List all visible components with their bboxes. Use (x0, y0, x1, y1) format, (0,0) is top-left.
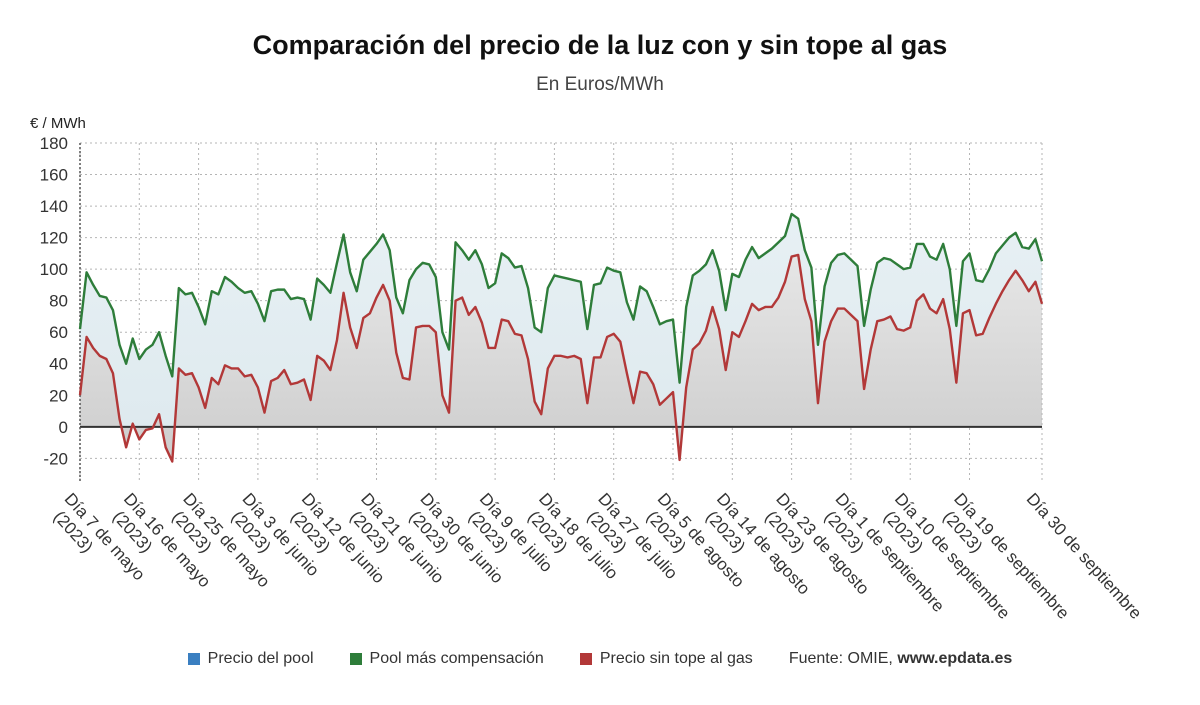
y-tick-label: 40 (49, 355, 68, 374)
axes (79, 143, 1043, 482)
y-tick-label: 80 (49, 292, 68, 311)
y-tick-label: 60 (49, 323, 68, 342)
gridlines (79, 142, 1043, 482)
chart-title: Comparación del precio de la luz con y s… (252, 30, 948, 60)
y-tick-label: 140 (40, 197, 68, 216)
y-tick-label: 20 (49, 386, 68, 405)
legend-item-sin-tope[interactable]: Precio sin tope al gas (579, 650, 753, 668)
series-areas (80, 213, 1042, 462)
legend-label: Precio del pool (207, 650, 314, 667)
y-axis-label: € / MWh (30, 115, 86, 132)
y-tick-label: 100 (40, 260, 68, 279)
area-pool (80, 254, 1042, 462)
source-link[interactable]: www.epdata.es (897, 650, 1013, 667)
legend-label: Pool más compensación (369, 650, 544, 667)
x-tick-line: Día 1 de septiembre (832, 489, 949, 615)
series-line-sin-tope (78, 253, 1044, 463)
y-tick-label: 0 (59, 418, 68, 437)
legend-swatch (187, 653, 200, 665)
legend-item-pool-compensacion[interactable]: Pool más compensación (349, 650, 544, 668)
y-tick-label: -20 (43, 449, 68, 468)
series-lines (78, 212, 1044, 463)
source-note: Fuente: OMIE, www.epdata.es (789, 650, 1013, 668)
y-tick-label: 120 (40, 229, 68, 248)
legend-swatch (349, 653, 362, 665)
legend-item-pool[interactable]: Precio del pool (187, 650, 314, 668)
chart-subtitle: En Euros/MWh (536, 74, 664, 95)
series-line-pool-compensacion (78, 212, 1044, 384)
y-tick-label: 160 (40, 166, 68, 185)
source-label: Fuente: OMIE, (788, 650, 893, 667)
y-tick-labels: -20 0 20 40 60 80 100 120 140 160 180 (40, 134, 68, 468)
x-tick-labels: Día 7 de mayo(2023) Día 16 de mayo(2023) D… (50, 489, 1146, 623)
legend-label: Precio sin tope al gas (599, 650, 753, 667)
legend: Precio del pool Pool más compensación Pr… (0, 650, 1200, 668)
y-tick-label: 180 (40, 134, 68, 153)
legend-swatch (579, 653, 592, 665)
